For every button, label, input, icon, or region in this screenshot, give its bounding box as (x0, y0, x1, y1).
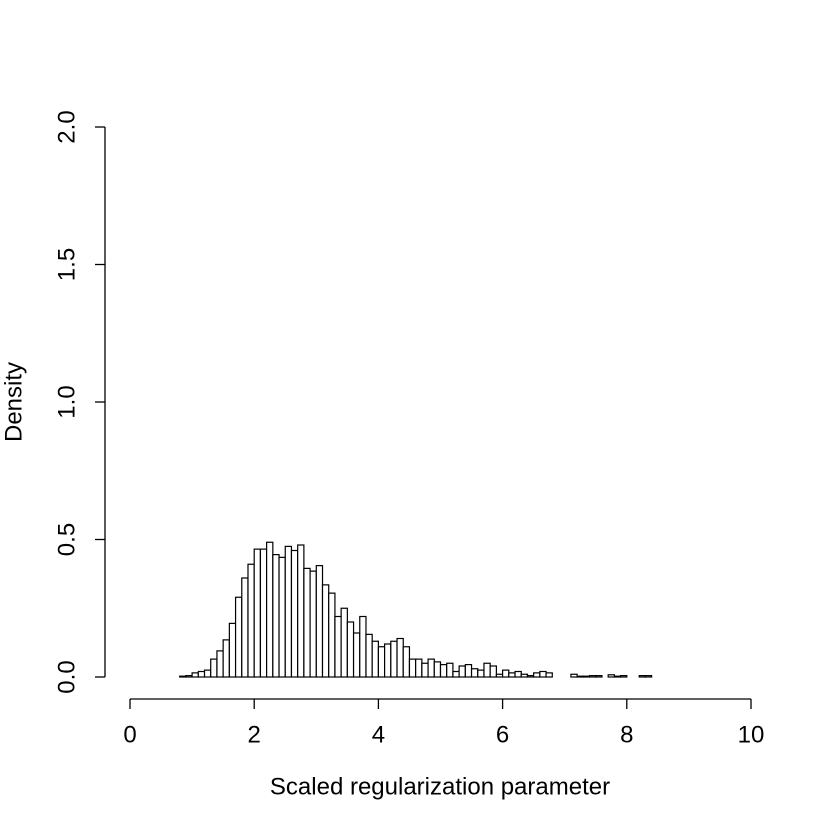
bar (644, 675, 653, 678)
bar (588, 675, 597, 678)
bar (384, 643, 392, 678)
bar (576, 675, 584, 678)
bar (539, 670, 547, 678)
bar (315, 565, 324, 678)
bar (545, 672, 553, 678)
bar (402, 646, 411, 678)
bar (607, 674, 615, 678)
x-tick-label: 10 (738, 721, 765, 748)
bar (619, 675, 628, 678)
bar (477, 669, 485, 678)
bar (284, 545, 293, 678)
bar (526, 675, 535, 678)
bar (533, 672, 541, 678)
bar (514, 670, 522, 678)
bar (334, 615, 342, 678)
bar (502, 669, 510, 678)
bar (179, 675, 187, 678)
bar (352, 632, 361, 678)
bar (390, 640, 398, 678)
y-tick-label: 1.5 (53, 248, 80, 281)
bar (216, 650, 224, 678)
bar (328, 592, 336, 678)
y-tick-label: 0.0 (53, 660, 80, 693)
bar (520, 673, 529, 678)
bar (222, 639, 230, 678)
bar (234, 596, 243, 678)
bar (303, 567, 311, 678)
x-tick-label: 8 (620, 721, 633, 748)
bar (241, 577, 249, 678)
bar (458, 665, 466, 678)
bar (508, 672, 516, 678)
y-axis-title: Density (0, 362, 27, 442)
bar (377, 646, 386, 678)
y-tick-label: 2.0 (53, 110, 80, 143)
bar (483, 662, 491, 678)
bar (309, 570, 317, 678)
bar (346, 621, 355, 678)
bar (278, 556, 286, 678)
bar (427, 658, 435, 678)
y-tick-label: 0.5 (53, 523, 80, 556)
bar (415, 658, 423, 678)
bar (470, 668, 479, 678)
x-tick-label: 4 (372, 721, 385, 748)
bar (371, 640, 380, 678)
bar (228, 622, 237, 678)
bar (297, 544, 305, 678)
bar (191, 672, 199, 678)
bar (259, 548, 268, 678)
y-tick-label: 1.0 (53, 385, 80, 418)
bar (185, 675, 193, 678)
bar (595, 675, 603, 678)
bar (253, 548, 262, 678)
x-tick-label: 0 (123, 721, 136, 748)
bar (266, 541, 274, 678)
bar (272, 554, 280, 678)
bar (489, 665, 497, 678)
bar (247, 563, 255, 678)
bar (421, 662, 429, 678)
bar (321, 584, 330, 678)
x-axis-title: Scaled regularization parameter (270, 773, 610, 800)
bar (210, 658, 218, 678)
bar (203, 669, 212, 678)
bar (340, 607, 348, 678)
bar (396, 637, 404, 678)
bar (433, 661, 442, 678)
bar (613, 675, 622, 678)
bar (365, 633, 373, 678)
bar (638, 675, 647, 678)
bar (359, 615, 367, 678)
x-tick-label: 2 (248, 721, 261, 748)
bar (582, 675, 591, 678)
bar (464, 664, 473, 678)
bar (495, 673, 504, 678)
bar (197, 670, 206, 678)
bar (570, 673, 578, 678)
bar (452, 670, 460, 678)
x-tick-label: 6 (496, 721, 509, 748)
bar (446, 662, 454, 678)
bar (439, 664, 448, 678)
bar (408, 658, 417, 678)
bar (290, 549, 299, 678)
